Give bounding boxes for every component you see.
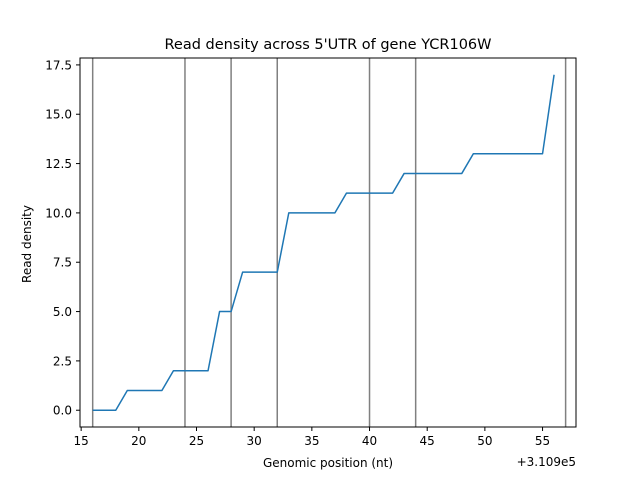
y-tick-label: 2.5 [53, 354, 72, 368]
x-tick-label: 45 [420, 434, 435, 448]
plot-area [91, 58, 567, 427]
axes-frame [79, 57, 577, 428]
x-tick-label: 50 [477, 434, 492, 448]
y-tick-label: 10.0 [45, 206, 72, 220]
x-tick-label: 15 [74, 434, 89, 448]
axes: 15 20 25 30 35 40 45 50 55 0.0 2.5 5.0 7.5 10.0 12.5 15… [45, 57, 577, 448]
x-tick-label: 55 [535, 434, 550, 448]
x-tick-label: 40 [362, 434, 377, 448]
y-tick-label: 15.0 [45, 108, 72, 122]
y-tick-label: 17.5 [45, 58, 72, 72]
x-axis-offset-label: +3.109e5 [517, 455, 576, 469]
x-tick-label: 35 [304, 434, 319, 448]
y-tick-label: 5.0 [53, 305, 72, 319]
x-tick-label: 20 [131, 434, 146, 448]
x-tick-label: 30 [247, 434, 262, 448]
y-tick-label: 0.0 [53, 404, 72, 418]
y-tick-label: 7.5 [53, 256, 72, 270]
x-tick-label: 25 [189, 434, 204, 448]
read-density-line [92, 74, 555, 411]
y-tick-label: 12.5 [45, 157, 72, 171]
chart-title: Read density across 5'UTR of gene YCR106… [165, 37, 492, 53]
y-axis-label: Read density [20, 205, 34, 283]
x-axis-label: Genomic position (nt) [263, 456, 393, 470]
